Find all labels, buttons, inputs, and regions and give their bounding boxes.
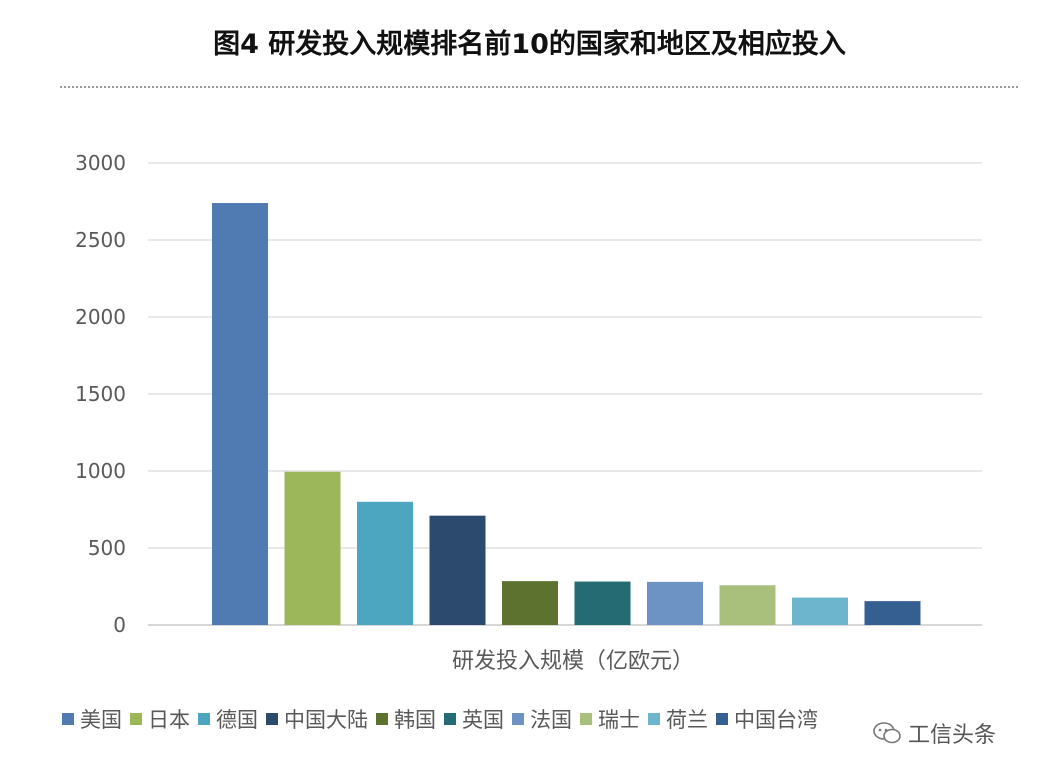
legend-item: 荷兰 [648, 704, 708, 734]
bar-0 [212, 203, 268, 626]
gridlines [148, 162, 982, 626]
legend-swatch [444, 713, 456, 725]
legend-item: 美国 [62, 704, 122, 734]
y-tick-label: 2000 [75, 305, 126, 329]
legend-swatch [648, 713, 660, 725]
legend-swatch [580, 713, 592, 725]
y-axis-ticks: 0 500 1000 1500 2000 2500 3000 [75, 151, 126, 637]
legend-swatch [130, 713, 142, 725]
legend-swatch [376, 713, 388, 725]
legend-swatch [716, 713, 728, 725]
y-tick-label: 3000 [75, 151, 126, 175]
bar-4 [502, 581, 558, 625]
bar-5 [574, 581, 631, 625]
bar-8 [792, 597, 848, 625]
legend-swatch [62, 713, 74, 725]
legend-label: 韩国 [394, 708, 436, 732]
legend-label: 英国 [462, 708, 504, 732]
legend-label: 中国大陆 [284, 708, 368, 732]
y-tick-label: 2500 [75, 228, 126, 252]
wechat-icon [872, 721, 902, 745]
legend-label: 日本 [148, 708, 190, 732]
y-tick-label: 1000 [75, 459, 126, 483]
y-tick-label: 500 [88, 536, 126, 560]
legend-swatch [512, 713, 524, 725]
legend-item: 法国 [512, 704, 572, 734]
legend-label: 法国 [530, 708, 572, 732]
bar-1 [284, 471, 341, 625]
legend-item: 韩国 [376, 704, 436, 734]
legend-label: 德国 [216, 708, 258, 732]
chart-title: 图4 研发投入规模排名前10的国家和地区及相应投入 [213, 29, 846, 60]
legend-item: 中国大陆 [266, 704, 368, 734]
legend-item: 德国 [198, 704, 258, 734]
watermark-text: 工信头条 [908, 723, 997, 748]
x-axis-label: 研发投入规模（亿欧元） [452, 649, 694, 674]
y-tick-label: 0 [113, 613, 126, 637]
bar-3 [429, 515, 486, 625]
legend-item: 英国 [444, 704, 504, 734]
bars [212, 203, 921, 626]
bar-6 [647, 581, 703, 625]
y-tick-label: 1500 [75, 382, 126, 406]
legend-label: 瑞士 [598, 708, 640, 732]
watermark: 工信头条 [872, 716, 996, 750]
bar-7 [719, 585, 776, 625]
legend-item: 日本 [130, 704, 190, 734]
bar-9 [864, 601, 921, 625]
legend-swatch [266, 713, 278, 725]
title-divider [60, 86, 1018, 88]
legend-swatch [198, 713, 210, 725]
legend-label: 荷兰 [666, 708, 708, 732]
legend-item: 瑞士 [580, 704, 640, 734]
legend-item: 中国台湾 [716, 704, 818, 734]
chart-legend: 美国 日本 德国 中国大陆 韩国 英国 法国 瑞士 荷兰 中国台湾 [62, 704, 826, 734]
legend-label: 中国台湾 [734, 708, 818, 732]
bar-2 [357, 501, 413, 625]
legend-label: 美国 [80, 708, 122, 732]
